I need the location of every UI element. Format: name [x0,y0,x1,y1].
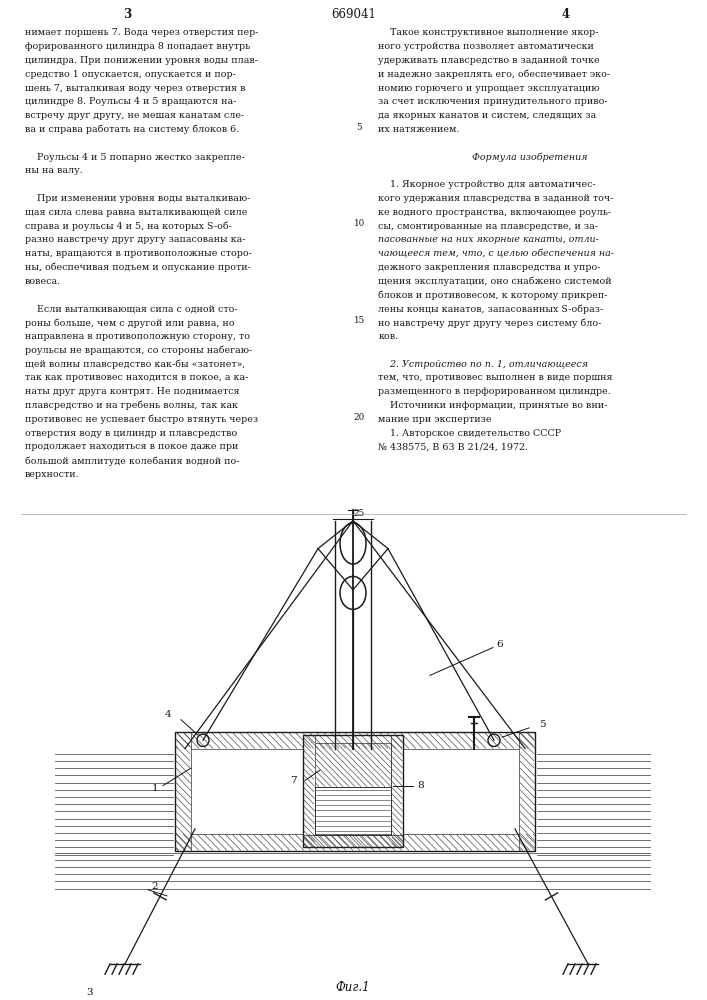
Bar [303,735,315,847]
Text: щения эксплуатации, оно снабжено системой: щения эксплуатации, оно снабжено системо… [378,277,612,286]
Text: наты друг друга контрят. Не поднимается: наты друг друга контрят. Не поднимается [25,387,240,396]
Text: роульсы не вращаются, со стороны набегаю-: роульсы не вращаются, со стороны набегаю… [25,346,252,355]
Bar [315,743,391,787]
Text: сы, смонтированные на плавсредстве, и за-: сы, смонтированные на плавсредстве, и за… [378,222,598,231]
Text: да якорных канатов и систем, следящих за: да якорных канатов и систем, следящих за [378,111,597,120]
Text: нимает поршень 7. Вода через отверстия пер-: нимает поршень 7. Вода через отверстия п… [25,28,258,37]
Text: 4: 4 [561,8,570,21]
Text: Формула изобретения: Формула изобретения [472,153,588,162]
Bar [391,735,403,847]
Text: 15: 15 [354,316,365,325]
Bar [391,735,403,847]
Text: роны больше, чем с другой или равна, но: роны больше, чем с другой или равна, но [25,318,234,328]
Text: продолжает находиться в покое даже при: продолжает находиться в покое даже при [25,442,238,451]
Text: наты, вращаются в противоположные сторо-: наты, вращаются в противоположные сторо- [25,249,252,258]
Text: кого удержания плавсредства в заданной точ-: кого удержания плавсредства в заданной т… [378,194,614,203]
Text: цилиндра. При понижении уровня воды плав-: цилиндра. При понижении уровня воды плав… [25,56,258,65]
Text: № 438575, В 63 В 21/24, 1972.: № 438575, В 63 В 21/24, 1972. [378,442,528,451]
Text: разно навстречу друг другу запасованы ка-: разно навстречу друг другу запасованы ка… [25,235,245,244]
Bar [175,732,535,851]
Text: лены концы канатов, запасованных S-образ-: лены концы канатов, запасованных S-образ… [378,304,604,314]
Text: 669041: 669041 [331,8,376,21]
Bar [175,834,535,851]
Text: 20: 20 [354,413,365,422]
Text: справа и роульсы 4 и 5, на которых S-об-: справа и роульсы 4 и 5, на которых S-об- [25,222,232,231]
Text: пасованные на них якорные канаты, отли-: пасованные на них якорные канаты, отли- [378,235,599,244]
Bar [303,835,403,847]
Bar [303,835,403,847]
Text: большой амплитуде колебания водной по-: большой амплитуде колебания водной по- [25,456,239,466]
Text: отверстия воду в цилиндр и плавсредство: отверстия воду в цилиндр и плавсредство [25,429,237,438]
Text: встречу друг другу, не мешая канатам сле-: встречу друг другу, не мешая канатам сле… [25,111,244,120]
Text: 6: 6 [497,640,503,649]
Text: 1. Якорное устройство для автоматичес-: 1. Якорное устройство для автоматичес- [378,180,596,189]
Text: цилиндре 8. Роульсы 4 и 5 вращаются на-: цилиндре 8. Роульсы 4 и 5 вращаются на- [25,97,236,106]
Text: 4: 4 [165,710,171,719]
Text: шень 7, выталкивая воду через отверстия в: шень 7, выталкивая воду через отверстия … [25,84,245,93]
Bar [303,735,315,847]
Bar [175,834,535,851]
Bar [175,732,535,749]
Text: так как противовес находится в покое, а ка-: так как противовес находится в покое, а … [25,373,248,382]
Text: 2. Устройство по п. 1, отличающееся: 2. Устройство по п. 1, отличающееся [378,360,588,369]
Text: Такое конструктивное выполнение якор-: Такое конструктивное выполнение якор- [378,28,599,37]
Text: ков.: ков. [378,332,398,341]
Text: 2: 2 [152,882,158,891]
Text: ны на валу.: ны на валу. [25,166,83,175]
Text: 1: 1 [152,784,158,793]
Text: но навстречу друг другу через систему бло-: но навстречу друг другу через систему бл… [378,318,602,328]
Text: 3: 3 [87,988,93,997]
Text: ного устройства позволяет автоматически: ного устройства позволяет автоматически [378,42,594,51]
Text: плавсредство и на гребень волны, так как: плавсредство и на гребень волны, так как [25,401,238,410]
Text: направлена в противоположную сторону, то: направлена в противоположную сторону, то [25,332,250,341]
Text: мание при экспертизе: мание при экспертизе [378,415,492,424]
Bar [175,732,191,851]
Text: 3: 3 [123,8,132,21]
Text: тем, что, противовес выполнен в виде поршня: тем, что, противовес выполнен в виде пор… [378,373,613,382]
Text: щей волны плавсредство как-бы «затонет»,: щей волны плавсредство как-бы «затонет», [25,360,245,369]
Text: ны, обеспечивая подъем и опускание проти-: ны, обеспечивая подъем и опускание проти… [25,263,250,272]
Text: 5: 5 [539,720,545,729]
Bar [175,732,535,749]
Text: номию горючего и упрощает эксплуатацию: номию горючего и упрощает эксплуатацию [378,84,600,93]
Bar [315,743,391,787]
Text: форированного цилиндра 8 попадает внутрь: форированного цилиндра 8 попадает внутрь [25,42,250,51]
Text: и надежно закреплять его, обеспечивает эко-: и надежно закреплять его, обеспечивает э… [378,70,610,79]
Text: за счет исключения принудительного приво-: за счет исключения принудительного приво… [378,97,608,106]
Text: чающееся тем, что, с целью обеспечения на-: чающееся тем, что, с целью обеспечения н… [378,249,614,258]
Text: ва и справа работать на систему блоков 6.: ва и справа работать на систему блоков 6… [25,125,239,134]
Bar [175,732,191,851]
Text: вовеса.: вовеса. [25,277,61,286]
Bar [303,735,403,847]
Text: верхности.: верхности. [25,470,79,479]
Text: 7: 7 [290,776,296,785]
Text: дежного закрепления плавсредства и упро-: дежного закрепления плавсредства и упро- [378,263,601,272]
Text: Роульсы 4 и 5 попарно жестко закрепле-: Роульсы 4 и 5 попарно жестко закрепле- [25,153,245,162]
Text: 5: 5 [356,123,362,132]
Text: размещенного в перфорированном цилиндре.: размещенного в перфорированном цилиндре. [378,387,611,396]
Text: противовес не успевает быстро втянуть через: противовес не успевает быстро втянуть че… [25,415,258,424]
Text: При изменении уровня воды выталкиваю-: При изменении уровня воды выталкиваю- [25,194,250,203]
Bar [519,732,535,851]
Text: Если выталкивающая сила с одной сто-: Если выталкивающая сила с одной сто- [25,304,238,313]
Bar [315,787,391,835]
Text: 8: 8 [418,781,424,790]
Text: блоков и противовесом, к которому прикреп-: блоков и противовесом, к которому прикре… [378,291,608,300]
Text: удерживать плавсредство в заданной точке: удерживать плавсредство в заданной точке [378,56,600,65]
Text: Фиг.1: Фиг.1 [336,981,370,994]
Text: ке водного пространства, включающее роуль-: ке водного пространства, включающее роул… [378,208,612,217]
Text: их натяжением.: их натяжением. [378,125,460,134]
Text: щая сила слева равна выталкивающей силе: щая сила слева равна выталкивающей силе [25,208,247,217]
Text: Источники информации, принятые во вни-: Источники информации, принятые во вни- [378,401,607,410]
Text: средство 1 опускается, опускается и пор-: средство 1 опускается, опускается и пор- [25,70,235,79]
Text: 25: 25 [354,509,365,518]
Text: 10: 10 [354,219,365,228]
Bar [519,732,535,851]
Text: 1. Авторское свидетельство СССР: 1. Авторское свидетельство СССР [378,429,561,438]
